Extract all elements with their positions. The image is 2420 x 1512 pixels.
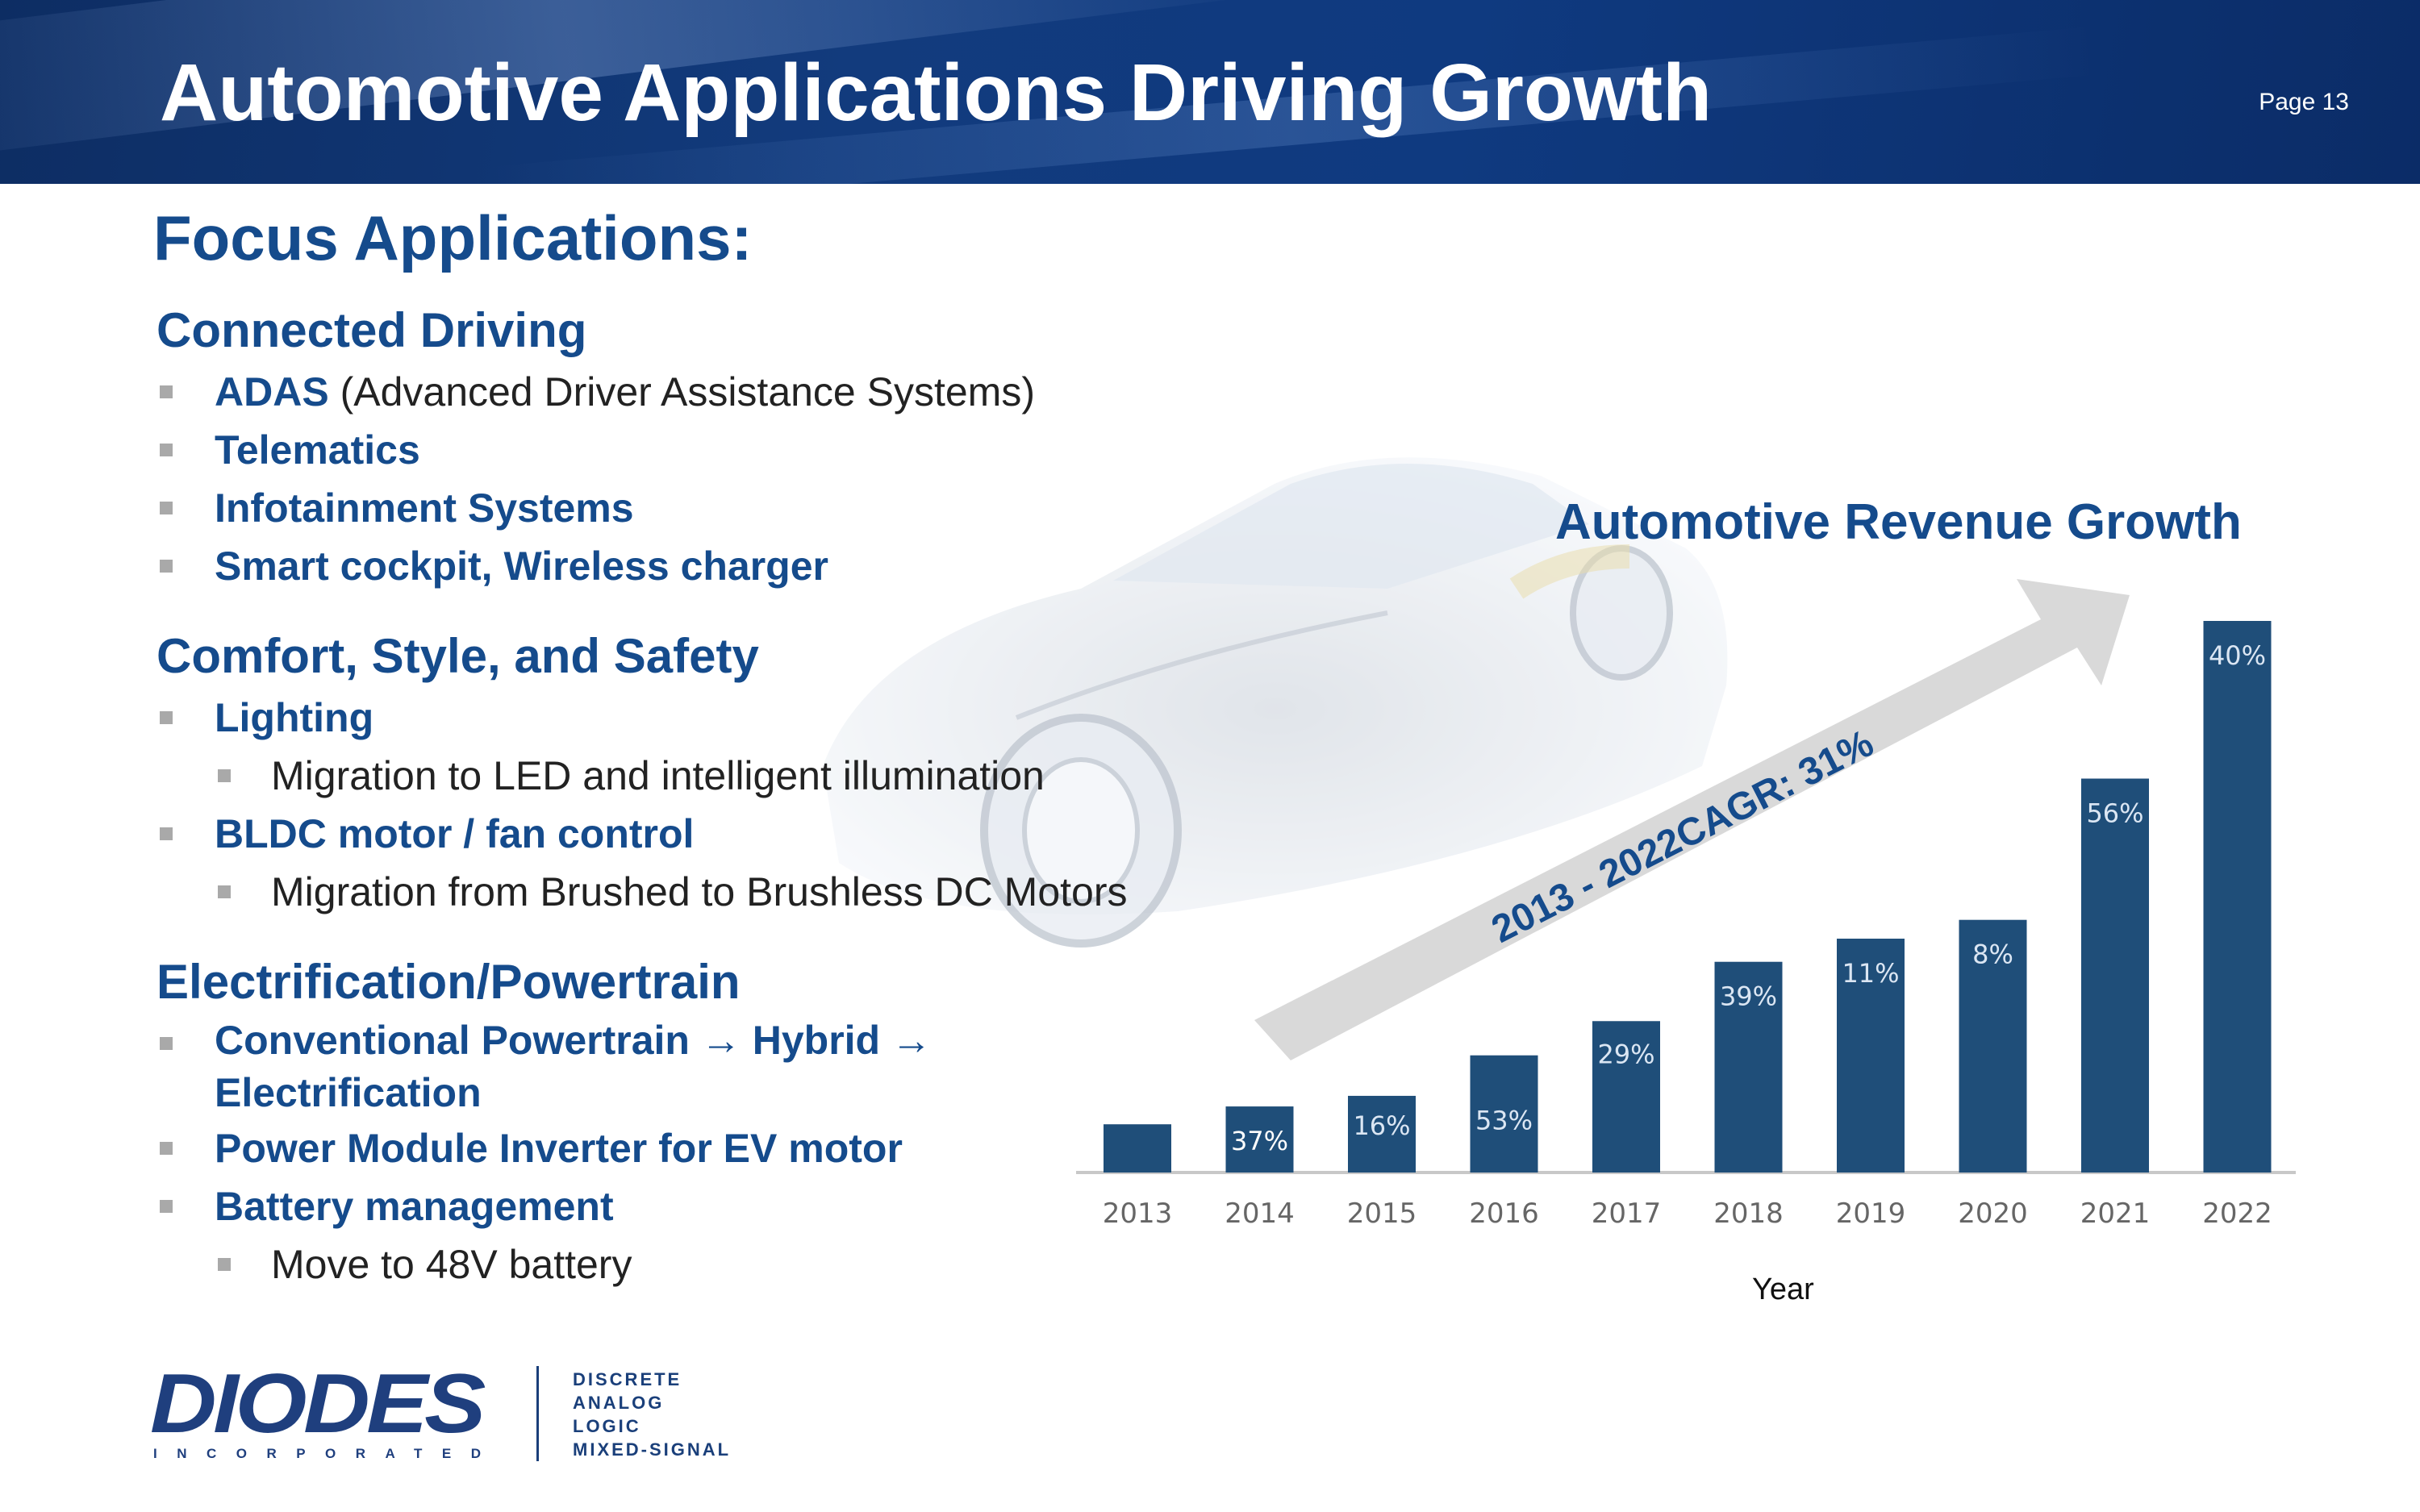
bar-2019 xyxy=(1837,939,1905,1173)
list-item: ADAS (Advanced Driver Assistance Systems… xyxy=(156,363,1205,421)
list-item: BLDC motor / fan control xyxy=(156,805,1205,863)
list-subitem: Migration to LED and intelligent illumin… xyxy=(156,747,1205,805)
logo-divider xyxy=(536,1366,539,1461)
x-tick-label: 2018 xyxy=(1713,1198,1784,1230)
section-electrification: Electrification/Powertrain Conventional … xyxy=(156,950,1205,1293)
data-label: 8% xyxy=(1972,939,2013,970)
data-label: 16% xyxy=(1353,1110,1410,1141)
section-heading: Electrification/Powertrain xyxy=(156,955,741,1009)
bar-2021 xyxy=(2081,778,2149,1173)
bar-2015 xyxy=(1348,1095,1416,1173)
list-item: Infotainment Systems xyxy=(156,479,1205,537)
tagline: DISCRETE ANALOG LOGIC MIXED-SIGNAL xyxy=(573,1369,732,1460)
bar-2020 xyxy=(1959,919,2027,1173)
bar-2022 xyxy=(2203,621,2272,1173)
list-item: Conventional Powertrain → Hybrid → Electr… xyxy=(156,1014,1205,1119)
list-item: Lighting xyxy=(156,689,1205,747)
bar-2016 xyxy=(1470,1055,1538,1173)
x-tick-label: 2015 xyxy=(1347,1198,1417,1230)
section-heading: Comfort, Style, and Safety xyxy=(156,629,759,683)
data-label: 29% xyxy=(1597,1039,1654,1069)
focus-list: Connected Driving ADAS (Advanced Driver … xyxy=(156,298,1205,1322)
x-tick-label: 2020 xyxy=(1958,1198,2028,1230)
x-tick-label: 2016 xyxy=(1469,1198,1539,1230)
bar-2018 xyxy=(1714,961,1783,1173)
car-illustration xyxy=(823,457,1728,948)
x-axis-label: Year xyxy=(1752,1272,1814,1306)
x-tick-label: 2021 xyxy=(2080,1198,2151,1230)
x-tick-label: 2014 xyxy=(1225,1198,1295,1230)
data-label: 53% xyxy=(1475,1106,1533,1136)
bar-2013 xyxy=(1104,1124,1171,1173)
focus-title: Focus Applications: xyxy=(153,202,753,273)
data-label: 11% xyxy=(1842,958,1899,989)
section-comfort-style-safety: Comfort, Style, and Safety Lighting Migr… xyxy=(156,624,1205,921)
list-item: Telematics xyxy=(156,421,1205,479)
list-item: Battery management xyxy=(156,1177,1205,1235)
page-number: Page 13 xyxy=(2259,89,2349,115)
diodes-logo: DIODES INCORPORATED xyxy=(150,1363,489,1460)
slide-title: Automotive Applications Driving Growth xyxy=(160,48,1713,138)
data-label: 40% xyxy=(2209,640,2266,671)
growth-arrow xyxy=(1254,579,2130,1060)
section-heading: Connected Driving xyxy=(156,303,587,357)
chart-title: Automotive Revenue Growth xyxy=(1555,494,2242,550)
section-connected-driving: Connected Driving ADAS (Advanced Driver … xyxy=(156,298,1205,595)
x-tick-label: 2019 xyxy=(1836,1198,1906,1230)
cagr-annotation: 2013 - 2022CAGR: 31% xyxy=(1485,722,1880,952)
list-subitem: Migration from Brushed to Brushless DC M… xyxy=(156,863,1205,921)
data-label: 39% xyxy=(1720,981,1777,1012)
data-label: 37% xyxy=(1231,1126,1288,1156)
bar-2014 xyxy=(1225,1106,1294,1173)
list-item: Smart cockpit, Wireless charger xyxy=(156,537,1205,595)
list-subitem: Move to 48V battery xyxy=(156,1235,1205,1293)
bar-2017 xyxy=(1592,1021,1660,1173)
header-bar: Automotive Applications Driving Growth P… xyxy=(0,0,2420,184)
svg-text:DIODES: DIODES xyxy=(150,1363,486,1451)
data-label: 56% xyxy=(2086,798,2143,829)
x-tick-label: 2013 xyxy=(1103,1198,1173,1230)
x-tick-label: 2022 xyxy=(2202,1198,2272,1230)
list-item: Power Module Inverter for EV motor xyxy=(156,1119,1205,1177)
x-tick-label: 2017 xyxy=(1592,1198,1662,1230)
